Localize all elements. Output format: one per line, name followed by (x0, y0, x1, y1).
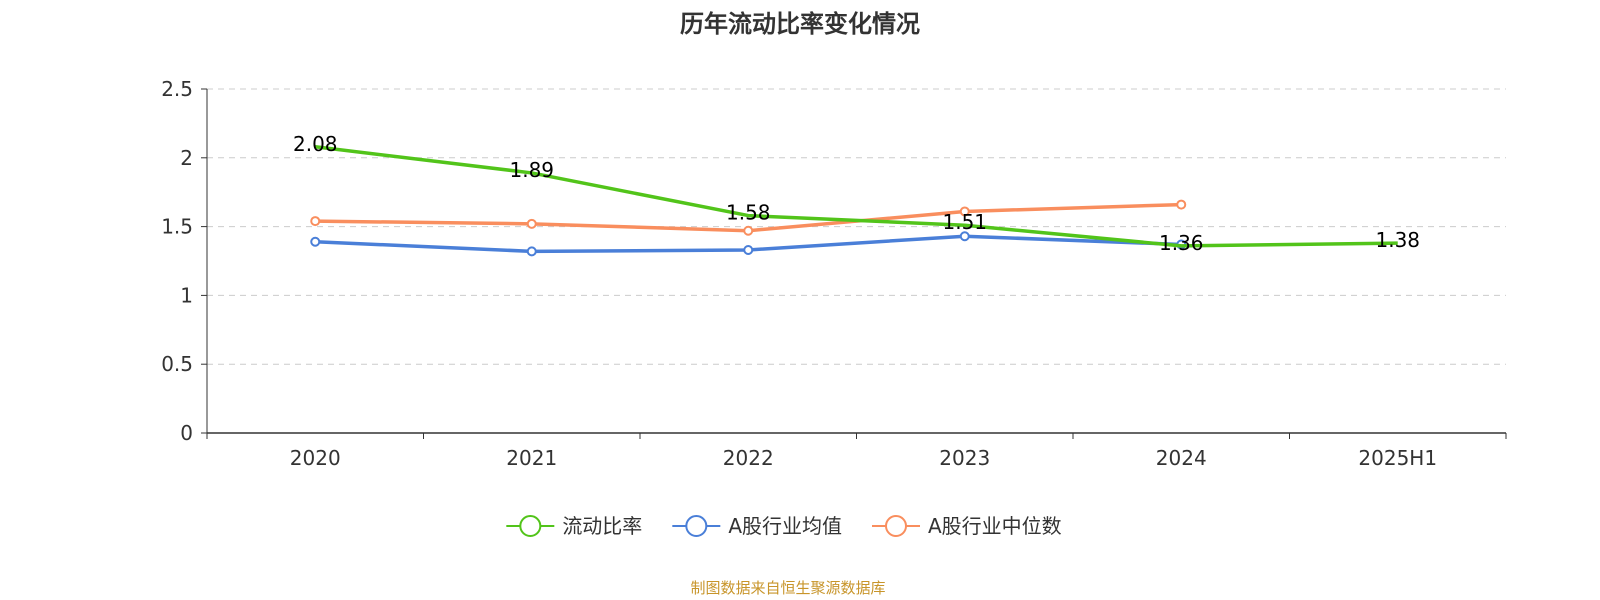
x-tick-label: 2023 (939, 446, 990, 470)
x-tick-label: 2022 (723, 446, 774, 470)
data-label: 1.89 (509, 158, 554, 182)
data-labels: 2.08 1.89 1.58 1.51 1.36 1.38 (293, 132, 1420, 255)
legend-label: A股行业均值 (728, 514, 842, 538)
legend-label: 流动比率 (562, 514, 642, 538)
x-tick-label: 2025H1 (1358, 446, 1437, 470)
legend-item[interactable]: A股行业均值 (672, 514, 842, 538)
legend-marker-icon (685, 515, 708, 537)
series-layer (310, 145, 1398, 257)
data-label: 1.58 (726, 201, 771, 225)
data-point (1176, 199, 1187, 210)
y-tick-label: 0 (180, 421, 193, 445)
series-line (315, 145, 1398, 248)
x-tick-label: 2020 (290, 446, 341, 470)
data-point (959, 206, 970, 217)
data-point (959, 231, 970, 242)
data-point (310, 236, 321, 247)
legend-marker-icon (519, 515, 542, 537)
data-point (526, 218, 537, 229)
y-tick-label: 1.5 (161, 215, 193, 239)
data-label: 2.08 (293, 132, 338, 156)
legend[interactable]: 流动比率 A股行业均值 A股行业中位数 (506, 514, 1062, 538)
data-point (310, 216, 321, 227)
legend-item[interactable]: A股行业中位数 (872, 514, 1062, 538)
legend-item[interactable]: 流动比率 (506, 514, 642, 538)
x-tick-label: 2021 (506, 446, 557, 470)
legend-label: A股行业中位数 (928, 514, 1062, 538)
data-label: 1.38 (1375, 228, 1420, 252)
y-tick-label: 2.5 (161, 77, 193, 101)
axes: 0 0.5 1 1.5 2 2.5 2020 2021 2022 2023 2024 2025H1 (161, 77, 1507, 470)
y-tick-label: 2 (180, 146, 193, 170)
x-tick-label: 2024 (1156, 446, 1207, 470)
source-note: 制图数据来自恒生聚源数据库 (690, 579, 885, 597)
y-tick-label: 0.5 (161, 352, 193, 376)
data-point (743, 244, 754, 255)
data-label: 1.36 (1159, 231, 1204, 255)
data-label: 1.51 (942, 210, 987, 234)
y-tick-label: 1 (180, 283, 193, 307)
grid-lines (207, 88, 1506, 365)
legend-marker-icon (885, 515, 907, 537)
chart-title: 历年流动比率变化情况 (680, 10, 920, 38)
data-point (743, 225, 754, 236)
data-point (526, 246, 537, 257)
